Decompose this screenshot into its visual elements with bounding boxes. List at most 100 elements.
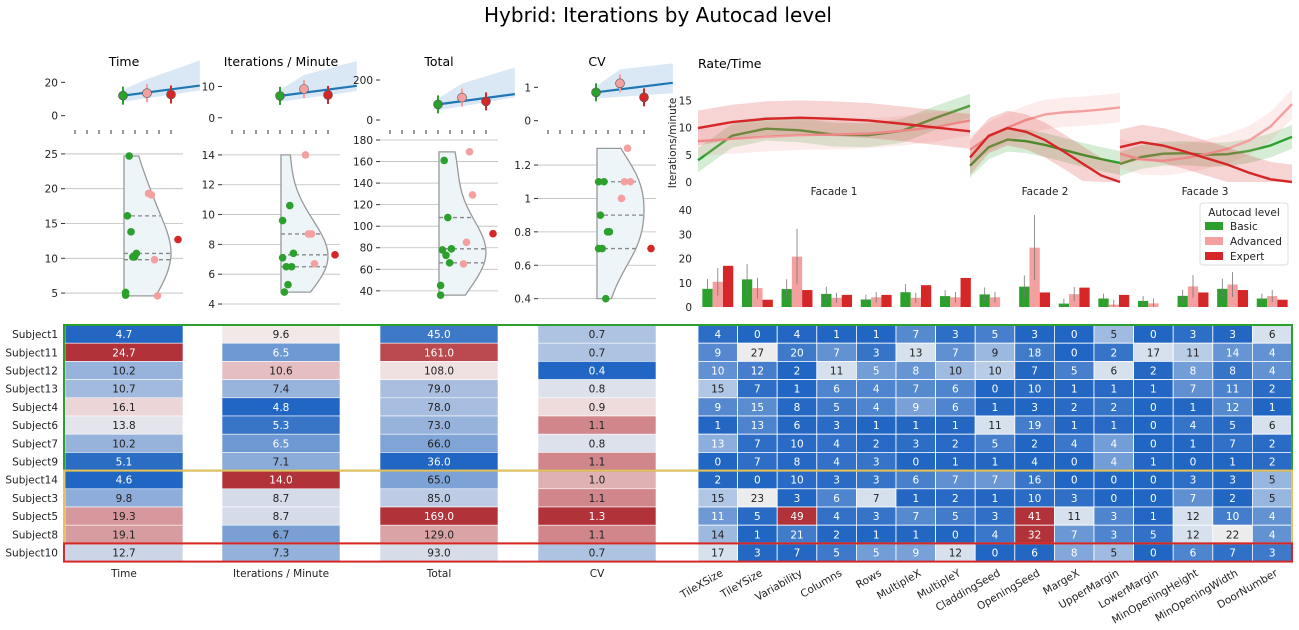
panel-title: Time: [108, 54, 140, 69]
param-cell-value: 3: [992, 511, 999, 523]
heat-cell-value: 10.7: [112, 384, 135, 396]
param-cell-value: 3: [1229, 475, 1236, 487]
regression-line: [595, 81, 673, 94]
param-cell-value: 20: [790, 347, 803, 359]
param-cell-value: 5: [1110, 548, 1117, 560]
param-cell-value: 3: [952, 329, 959, 341]
param-cell-value: 27: [751, 347, 764, 359]
heat-cell-value: 4.6: [116, 475, 133, 487]
param-cell-value: 8: [794, 457, 801, 469]
param-cell-value: 10: [988, 366, 1001, 378]
param-cell-value: 4: [833, 438, 840, 450]
bar-expert: [841, 294, 853, 307]
y-tick-label: 0: [685, 302, 692, 314]
mean-point-advanced: [615, 78, 625, 89]
param-cell-value: 15: [751, 402, 764, 414]
point-basic: [596, 211, 605, 219]
param-cell-value: 11: [830, 366, 843, 378]
param-cell-value: 11: [1068, 511, 1081, 523]
heat-cell-value: 1.1: [589, 420, 606, 432]
param-cell-value: 1: [912, 529, 919, 541]
confidence-band: [123, 60, 200, 102]
heat-cell-value: 10.6: [269, 366, 293, 378]
param-cell-value: 2: [714, 475, 721, 487]
param-cell-value: 5: [1269, 475, 1276, 487]
panel-title: Total: [423, 54, 453, 69]
point-basic: [127, 228, 135, 236]
y-tick-label: 0: [685, 177, 692, 189]
mean-point-expert: [166, 89, 176, 100]
y-tick-label: 60: [360, 264, 373, 276]
heatmap-panel: Subject1 Subject11 Subject12 Subject13 Subje…: [5, 324, 1293, 626]
heat-cell-value: 1.1: [589, 457, 606, 469]
param-cell-value: 4: [1110, 457, 1117, 469]
heat-cell-value: 73.0: [427, 420, 450, 432]
subject-label: Subject5: [12, 511, 58, 523]
point-expert: [174, 235, 182, 244]
heat-cell-value: 9.6: [273, 329, 290, 341]
param-cell-value: 32: [1028, 529, 1041, 541]
y-tick-label: 20: [45, 184, 58, 196]
param-cell-value: 1: [1190, 438, 1197, 450]
heat-cell-value: 8.7: [273, 493, 290, 505]
y-tick-label: 15: [679, 95, 692, 107]
heat-cell-value: 1.1: [589, 529, 606, 541]
point-basic: [436, 291, 445, 299]
heat-cell-value: 0.4: [589, 366, 606, 378]
param-cell-value: 7: [1031, 366, 1038, 378]
param-cell-value: 4: [1269, 511, 1276, 523]
param-cell-value: 11: [1226, 384, 1239, 396]
legend-frame: [1199, 202, 1289, 266]
y-tick-label: 0: [524, 116, 531, 128]
param-cell-value: 3: [1031, 329, 1038, 341]
param-cell-value: 12: [1226, 402, 1239, 414]
heat-cell-value: 0.8: [589, 384, 606, 396]
violin-panels: 5 10 15 20 25 4 6 8 10 12 14 40 60 80 100 120 140 160 180 0…: [45, 135, 656, 311]
param-cell-value: 1: [1190, 402, 1197, 414]
mean-point-advanced: [299, 84, 309, 94]
param-cell-value: 1: [952, 457, 959, 469]
param-cell-value: 2: [1229, 493, 1236, 505]
heat-cell-value: 108.0: [424, 366, 454, 378]
regression-panel-1: Time 0 20: [45, 54, 200, 134]
param-cell-value: 7: [873, 493, 880, 505]
mean-point-basic: [433, 99, 443, 110]
rate-time-panel: Rate/Time Iterations/minute 0 5 10 15 Facade 1…: [667, 56, 1293, 198]
heat-cell-value: 14.0: [269, 475, 292, 487]
point-advanced: [623, 144, 632, 153]
mean-point-basic: [275, 91, 285, 101]
param-cell-value: 3: [873, 347, 880, 359]
param-cell-value: 2: [873, 438, 880, 450]
y-tick-label: 8: [208, 239, 215, 251]
param-cell-value: 3: [873, 457, 880, 469]
y-tick-label: 80: [360, 243, 373, 255]
bar-expert: [802, 290, 813, 307]
bar-legend: Autocad level Basic Advanced Expert: [1199, 202, 1289, 266]
regression-line: [279, 84, 357, 97]
point-basic: [603, 228, 612, 236]
y-tick-label: 15: [45, 219, 58, 231]
y-tick-label: 140: [353, 178, 373, 190]
bar-expert: [1277, 299, 1288, 307]
heat-cell-value: 5.3: [273, 420, 290, 432]
param-cell-value: 7: [952, 347, 959, 359]
mean-point-expert: [481, 96, 491, 107]
param-cell-value: 4: [714, 329, 721, 341]
point-advanced: [620, 177, 629, 186]
param-cell-value: 0: [1150, 402, 1157, 414]
y-tick-label: 12: [202, 180, 215, 192]
panel-title: Iterations / Minute: [224, 54, 339, 69]
bar-expert: [1198, 292, 1209, 307]
y-tick-label: 100: [353, 221, 373, 233]
param-cell-value: 5: [873, 548, 880, 560]
subject-label: Subject1: [12, 329, 58, 341]
mean-point-expert: [323, 90, 333, 100]
point-advanced: [310, 259, 319, 268]
param-cell-value: 3: [1110, 529, 1117, 541]
param-cell-value: 4: [1071, 438, 1078, 450]
param-cell-value: 2: [1150, 366, 1157, 378]
heat-cell-value: 6.7: [273, 529, 290, 541]
heat-cell-value: 5.1: [116, 457, 133, 469]
subject-label: Subject3: [12, 493, 58, 505]
